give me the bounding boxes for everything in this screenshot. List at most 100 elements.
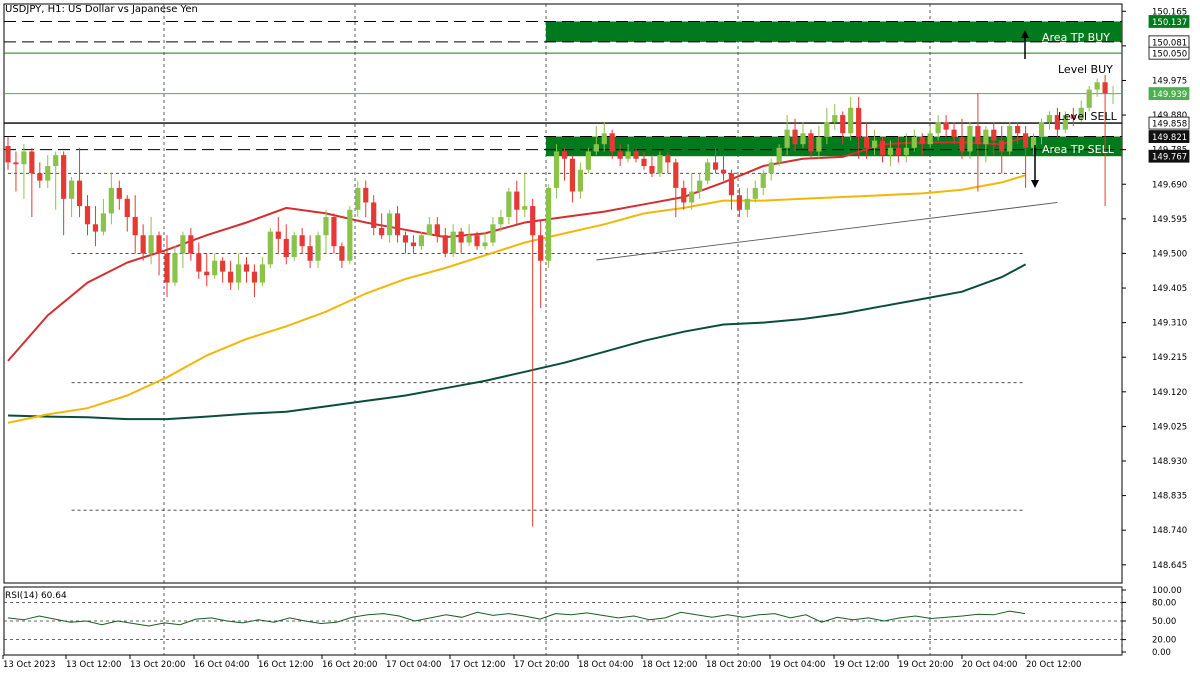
candle — [21, 144, 27, 199]
time-tick-label: 16 Oct 04:00 — [194, 660, 249, 670]
rsi-panel: 100.00 80.00 50.00 20.00 0.00 — [4, 586, 1182, 658]
candle-body — [546, 187, 552, 261]
slow-moving-average — [7, 263, 1027, 421]
candle-body — [69, 180, 75, 199]
price-tick-label: 148.645 — [1152, 561, 1187, 571]
candle-body — [21, 151, 27, 165]
candle-body — [744, 198, 750, 210]
rsi-tick-label: 100.00 — [1152, 586, 1182, 596]
candle — [728, 169, 735, 210]
price-label-box — [1148, 149, 1190, 163]
price-tick-label: 148.740 — [1152, 526, 1187, 536]
candle — [315, 231, 321, 269]
candle-body — [903, 147, 909, 156]
candle — [1046, 111, 1053, 130]
time-tick-label: 19 Oct 04:00 — [770, 660, 825, 670]
candle-body — [474, 235, 480, 247]
candle-body — [490, 224, 496, 243]
candle-body — [768, 162, 774, 174]
price-label-text: 149.858 — [1152, 120, 1187, 130]
candle-body — [418, 235, 424, 247]
candle-body — [633, 151, 639, 159]
candle-body — [235, 264, 242, 283]
candle — [434, 217, 440, 243]
candle-body — [5, 146, 11, 163]
candle-body — [379, 227, 385, 236]
candle — [410, 235, 417, 254]
candle — [61, 151, 67, 236]
candle — [1054, 107, 1060, 137]
candle — [864, 122, 870, 159]
time-tick-label: 19 Oct 20:00 — [898, 660, 953, 670]
time-tick-label: 20 Oct 12:00 — [1026, 660, 1081, 670]
candle — [100, 198, 106, 236]
candle-body — [283, 238, 289, 258]
price-labels: 150.137150.081150.050149.939149.858149.8… — [1148, 15, 1190, 163]
candle-body — [180, 235, 186, 254]
candle-body — [728, 173, 735, 196]
candle-body — [593, 144, 599, 152]
time-tick-label: 13 Oct 12:00 — [66, 660, 121, 670]
candle — [116, 180, 122, 210]
candle — [506, 187, 512, 225]
candle — [935, 115, 941, 141]
candle-body — [450, 231, 456, 254]
time-tick-label: 13 Oct 2023 — [3, 660, 56, 670]
candle — [879, 136, 886, 163]
candle — [347, 206, 353, 265]
candle-body — [522, 206, 528, 210]
price-tick-label: 149.120 — [1152, 388, 1187, 398]
candle-body — [617, 151, 623, 159]
candle-body — [108, 187, 114, 214]
candle-body — [124, 198, 130, 218]
tp-buy-zone — [546, 21, 1122, 42]
level-buy-label: Level BUY — [1058, 63, 1113, 76]
candle-body — [792, 129, 798, 145]
candle-body — [569, 158, 576, 192]
candle — [1023, 125, 1029, 188]
candle-body — [1023, 133, 1029, 148]
candle — [387, 209, 393, 243]
candle-body — [1030, 136, 1037, 148]
candle-body — [673, 162, 679, 188]
candle — [251, 264, 258, 298]
level-lines — [4, 20, 1122, 511]
candle-body — [220, 260, 226, 272]
candle-body — [339, 246, 345, 261]
candle — [323, 209, 329, 254]
candle-body — [840, 115, 846, 134]
candle — [522, 173, 528, 218]
candle-body — [61, 155, 67, 199]
candle-body — [53, 155, 59, 167]
candle — [959, 118, 965, 159]
candle-body — [13, 162, 19, 165]
candle — [92, 206, 99, 247]
candle — [577, 162, 583, 199]
candle — [363, 180, 369, 218]
candle — [784, 115, 790, 156]
candle — [13, 151, 19, 192]
candle-body — [1038, 122, 1045, 137]
candle — [1086, 85, 1092, 112]
candle — [919, 133, 925, 156]
candle-body — [959, 136, 965, 152]
time-tick-label: 20 Oct 04:00 — [962, 660, 1017, 670]
candle — [442, 227, 448, 258]
candle — [53, 151, 59, 210]
candle-body — [752, 187, 758, 199]
sell-arrow-icon — [1031, 180, 1039, 188]
candle-body — [1110, 93, 1116, 95]
candle-body — [204, 271, 210, 276]
price-tick-label: 149.310 — [1152, 319, 1187, 329]
candle — [514, 180, 520, 225]
candle — [617, 144, 623, 167]
candle — [720, 155, 727, 181]
candle-body — [967, 125, 973, 152]
candle-body — [848, 107, 854, 134]
candle-body — [267, 231, 273, 265]
candle-body — [1015, 125, 1021, 134]
grid — [3, 3, 1123, 656]
candle-body — [864, 136, 870, 148]
candle-body — [1046, 115, 1053, 123]
